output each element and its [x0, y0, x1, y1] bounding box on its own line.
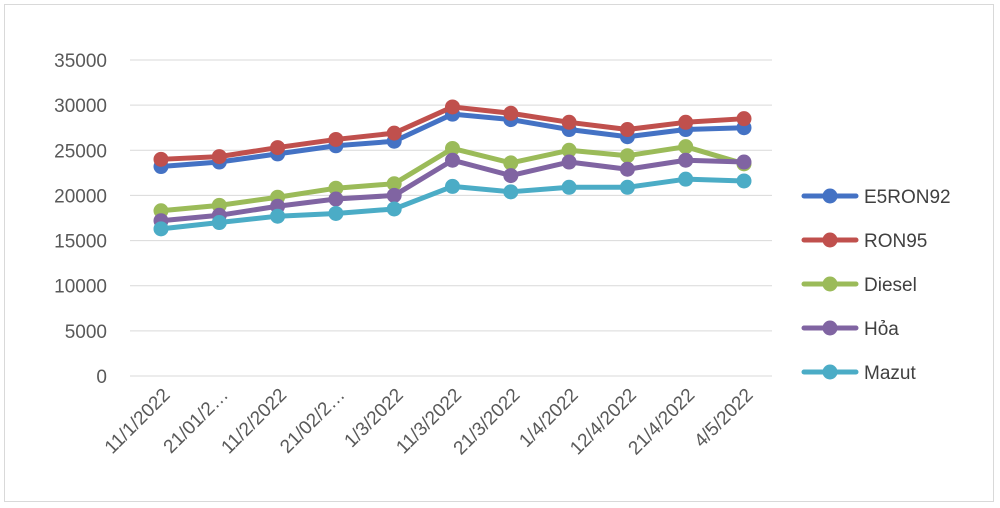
y-tick-label: 30000 [54, 96, 107, 117]
legend-item: Hỏa [801, 319, 899, 340]
data-point [736, 173, 752, 189]
legend-item: RON95 [801, 231, 927, 252]
legend-label: RON95 [864, 231, 927, 252]
data-point [678, 171, 694, 187]
data-point [386, 201, 402, 217]
legend: E5RON92 RON95 Diesel Hỏa Mazut [801, 187, 951, 384]
data-point [153, 151, 169, 167]
data-point [328, 191, 344, 207]
series-mazut [153, 171, 752, 237]
legend-swatch-marker [822, 188, 838, 204]
data-point [270, 140, 286, 156]
data-point [503, 168, 519, 184]
legend-label: E5RON92 [864, 187, 951, 208]
data-point [561, 154, 577, 170]
y-tick-label: 5000 [65, 322, 107, 343]
data-point [678, 152, 694, 168]
x-tick-label: 21/02/2… [276, 385, 349, 458]
data-point [561, 179, 577, 195]
data-point [619, 148, 635, 164]
data-point [211, 149, 227, 165]
chart-frame [4, 4, 994, 502]
series-lines [153, 99, 752, 237]
y-axis-tick-labels: 35000 30000 25000 20000 15000 10000 5000 0 [54, 51, 107, 388]
y-tick-label: 0 [96, 367, 107, 388]
legend-swatch-marker [822, 232, 838, 248]
x-tick-label: 4/5/2022 [690, 385, 757, 452]
data-point [211, 215, 227, 231]
data-point [445, 178, 460, 194]
data-point [561, 114, 577, 130]
data-point [503, 155, 519, 171]
y-tick-label: 10000 [54, 277, 107, 298]
y-tick-label: 35000 [54, 51, 107, 72]
data-point [270, 208, 286, 224]
data-point [386, 176, 402, 192]
legend-item: Diesel [801, 275, 917, 296]
x-axis-tick-labels: 11/1/202221/01/2…11/2/202221/02/2…1/3/20… [101, 385, 758, 460]
data-point [445, 152, 460, 168]
data-point [328, 131, 344, 147]
data-point [678, 114, 694, 130]
data-point [619, 179, 635, 195]
data-point [328, 205, 344, 221]
data-point [153, 221, 169, 237]
data-point [736, 111, 752, 127]
data-point [503, 184, 519, 200]
data-point [386, 187, 402, 203]
data-point [386, 125, 402, 141]
data-point [561, 142, 577, 158]
legend-swatch-marker [822, 364, 838, 380]
legend-item: E5RON92 [801, 187, 951, 208]
data-point [445, 140, 460, 156]
y-tick-label: 15000 [54, 232, 107, 253]
y-tick-label: 25000 [54, 141, 107, 162]
y-tick-label: 20000 [54, 186, 107, 207]
legend-item: Mazut [801, 363, 916, 384]
data-point [328, 180, 344, 196]
series-ron95 [153, 99, 752, 167]
legend-label: Mazut [864, 363, 916, 384]
data-point [678, 139, 694, 155]
legend-swatch-marker [822, 320, 838, 336]
data-point [736, 154, 752, 170]
data-point [619, 161, 635, 177]
legend-swatch-marker [822, 276, 838, 292]
legend-label: Diesel [864, 275, 917, 296]
data-point [619, 122, 635, 138]
data-point [445, 99, 460, 115]
data-point [503, 105, 519, 121]
gridlines [130, 59, 772, 377]
legend-label: Hỏa [864, 319, 899, 340]
